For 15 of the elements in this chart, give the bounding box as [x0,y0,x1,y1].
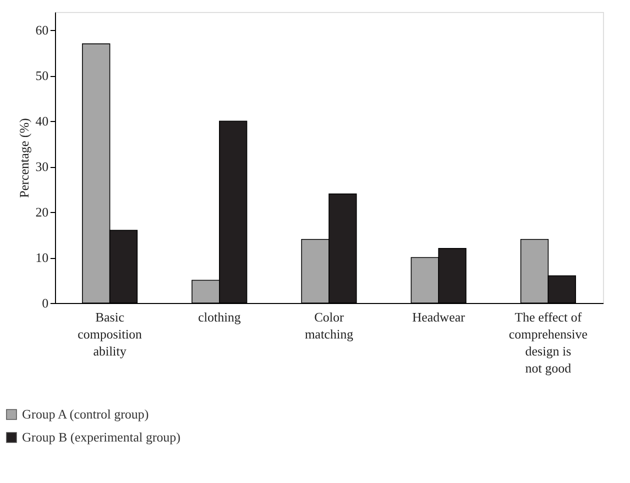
y-tick-label: 40 [36,114,48,129]
legend-label: Group B (experimental group) [22,430,180,444]
y-tick-label: 30 [36,159,48,174]
y-tick-label: 0 [42,296,48,310]
y-tick-label: 20 [36,204,48,220]
y-tick-label: 10 [36,250,48,266]
x-tick-label: clothing [198,310,242,324]
x-tick-label: The effect of comprehensive design is not good [508,310,588,376]
y-tick-label: 60 [36,22,48,38]
x-tick-label: Color matching [304,310,354,342]
x-tick-label: Basic composition ability [78,310,142,358]
y-axis-title: Percentage (%) [16,118,32,198]
y-tick-label: 50 [36,68,48,84]
legend-label: Group A (control group) [22,406,149,422]
x-tick-label: Headwear [412,310,466,324]
